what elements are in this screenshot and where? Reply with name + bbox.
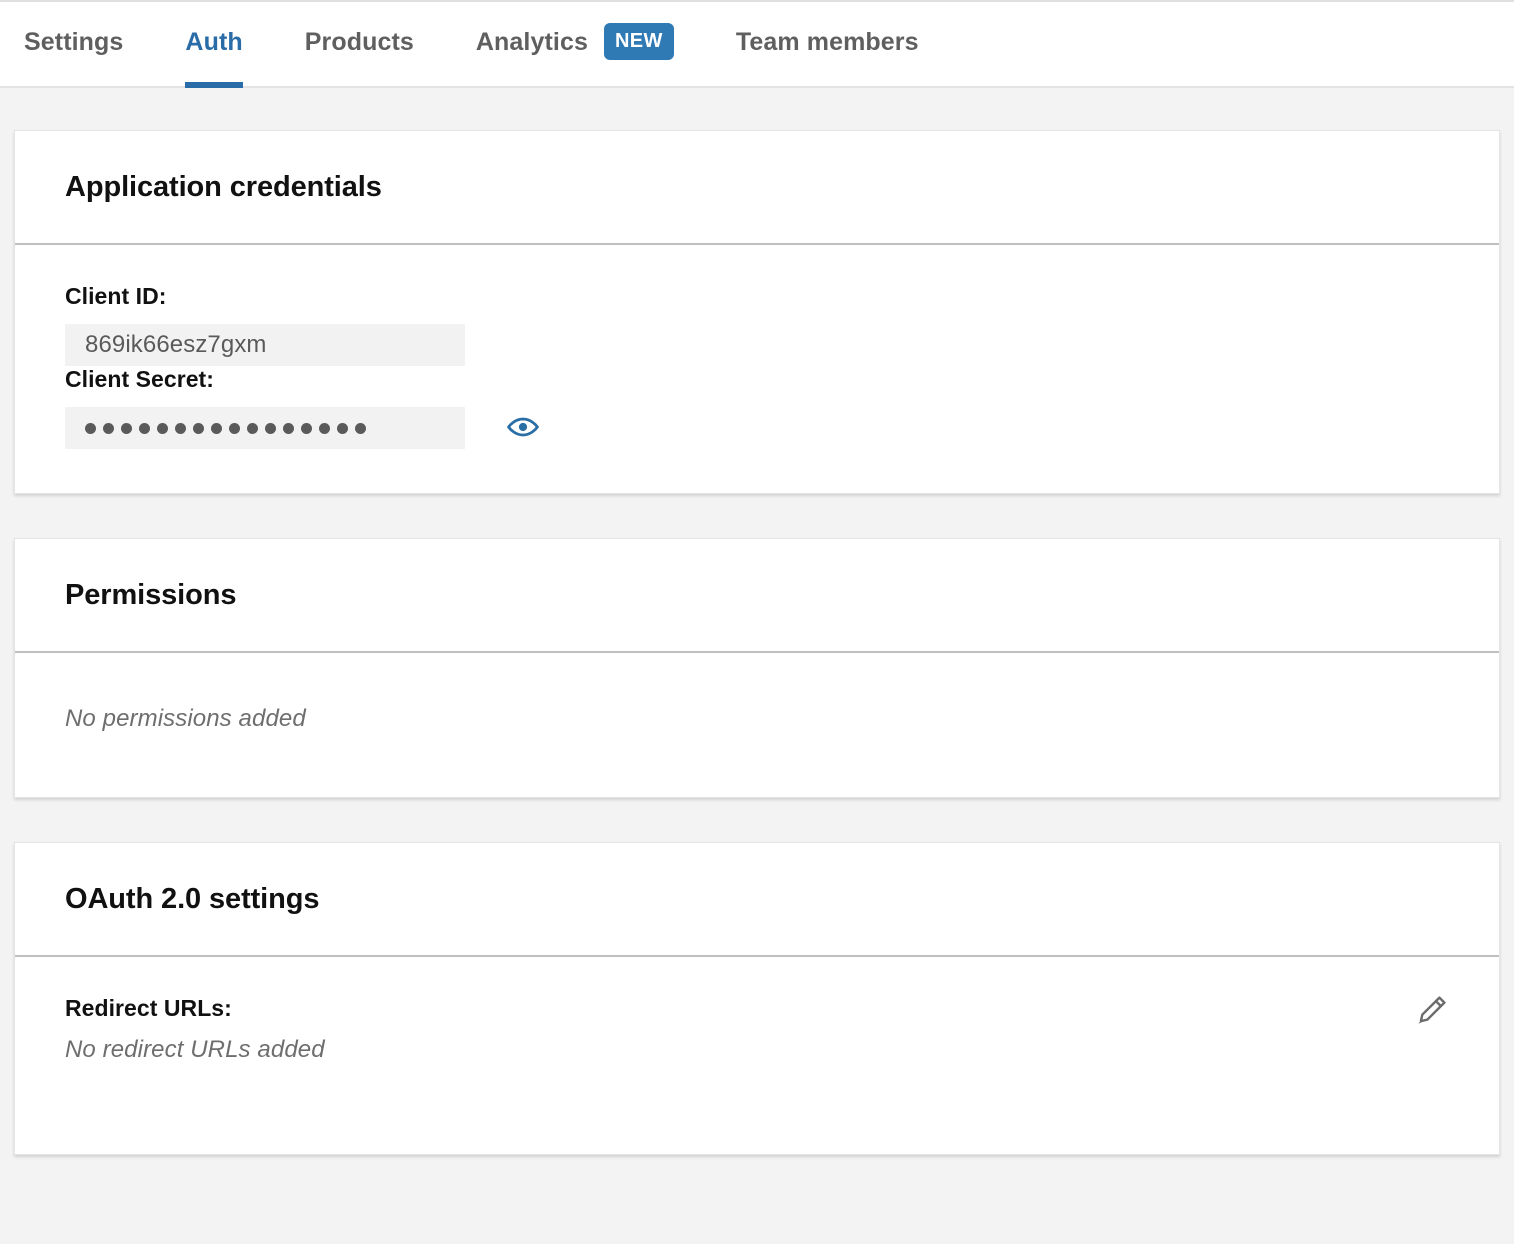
client-secret-group: Client Secret: <box>65 366 1449 449</box>
permissions-title: Permissions <box>65 578 237 611</box>
eye-icon <box>506 415 540 442</box>
tab-products-label: Products <box>304 27 414 56</box>
permissions-body: No permissions added <box>15 653 1499 797</box>
permissions-empty-text: No permissions added <box>65 705 306 732</box>
new-badge: NEW <box>603 22 674 60</box>
tab-analytics[interactable]: Analytics NEW <box>476 2 674 88</box>
tab-bar: Settings Auth Products Analytics NEW Tea… <box>0 0 1514 88</box>
tab-auth-label: Auth <box>185 27 243 56</box>
oauth-settings-body: Redirect URLs: No redirect URLs added <box>15 957 1499 1154</box>
oauth-settings-title: OAuth 2.0 settings <box>65 882 320 915</box>
oauth-settings-header: OAuth 2.0 settings <box>15 843 1499 957</box>
client-secret-row <box>65 407 1449 449</box>
redirect-urls-label: Redirect URLs: <box>65 995 232 1021</box>
tab-products[interactable]: Products <box>305 2 414 88</box>
tab-team-members[interactable]: Team members <box>736 2 919 88</box>
client-id-value[interactable]: 869ik66esz7gxm <box>65 324 465 366</box>
pencil-icon <box>1413 993 1449 1032</box>
reveal-secret-button[interactable] <box>506 415 540 442</box>
client-id-label: Client ID: <box>65 283 167 309</box>
permissions-header: Permissions <box>15 539 1499 653</box>
edit-redirect-urls-button[interactable] <box>1413 993 1449 1032</box>
application-credentials-card: Application credentials Client ID: 869ik… <box>14 130 1500 494</box>
tab-settings[interactable]: Settings <box>24 2 123 88</box>
page-content: Application credentials Client ID: 869ik… <box>0 130 1514 1155</box>
client-secret-mask <box>85 422 366 434</box>
redirect-urls-empty-text: No redirect URLs added <box>65 1036 325 1063</box>
tab-analytics-label: Analytics <box>475 27 588 56</box>
client-id-group: Client ID: 869ik66esz7gxm <box>65 283 1449 366</box>
permissions-card: Permissions No permissions added <box>14 538 1500 798</box>
client-id-row: 869ik66esz7gxm <box>65 324 1449 366</box>
application-credentials-title: Application credentials <box>65 170 382 203</box>
client-secret-value[interactable] <box>65 407 465 449</box>
application-credentials-header: Application credentials <box>15 131 1499 245</box>
application-credentials-body: Client ID: 869ik66esz7gxm Client Secret: <box>15 245 1499 493</box>
oauth-settings-card: OAuth 2.0 settings Redirect URLs: No red… <box>14 842 1500 1155</box>
tab-settings-label: Settings <box>24 27 124 56</box>
tab-auth[interactable]: Auth <box>185 2 244 88</box>
tab-team-members-label: Team members <box>735 27 919 56</box>
client-secret-label: Client Secret: <box>65 366 214 392</box>
